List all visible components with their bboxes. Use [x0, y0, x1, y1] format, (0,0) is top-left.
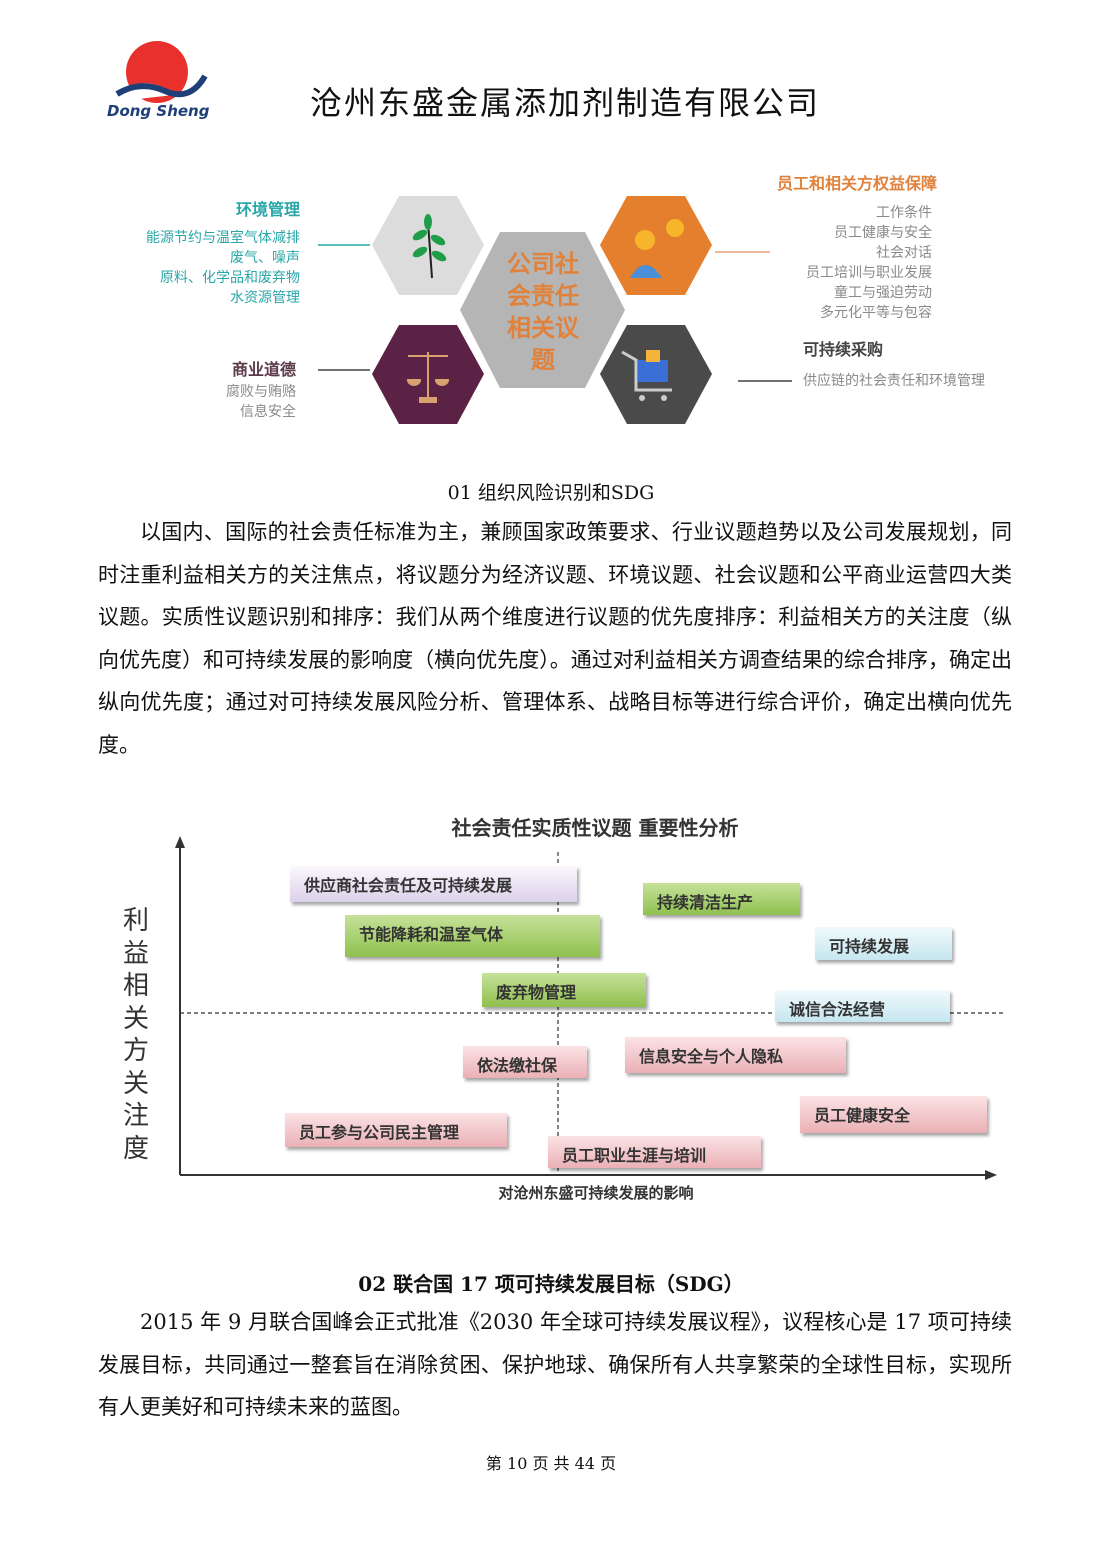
employee-item: 员工健康与安全 [834, 225, 932, 241]
materiality-matrix: 社会责任实质性议题 重要性分析 利 益 相 关 方 关 注 度 供应商社会责任及… [0, 800, 1102, 1220]
y-axis-label-char: 利 [123, 906, 150, 936]
employee-item: 工作条件 [876, 205, 932, 221]
center-title-line: 会责任 [507, 282, 579, 310]
center-title: 公司社 会责任 相关议 题 [493, 248, 593, 376]
y-axis-label-char: 注 [123, 1101, 150, 1131]
environment-hexagon [372, 196, 484, 295]
y-axis-label: 利 益 相 关 方 关 注 度 [123, 905, 149, 1165]
employee-item: 社会对话 [876, 245, 932, 261]
center-title-line: 题 [531, 346, 555, 374]
employee-item: 员工培训与职业发展 [806, 265, 932, 281]
environment-item: 废气、噪声 [230, 250, 300, 266]
matrix-item: 依法缴社保 [463, 1046, 587, 1078]
y-axis-label-char: 方 [123, 1036, 150, 1066]
center-title-line: 相关议 [507, 314, 579, 342]
figure-caption-1: 01 组织风险识别和SDG [447, 482, 655, 504]
y-axis-label-char: 度 [123, 1133, 150, 1164]
environment-item: 原料、化学品和废弃物 [160, 270, 300, 286]
environment-item: 水资源管理 [230, 290, 300, 306]
company-logo: Dong Sheng [105, 36, 215, 126]
y-axis-label-char: 关 [123, 1003, 150, 1034]
procurement-item: 供应链的社会责任和环境管理 [803, 373, 985, 389]
y-axis-label-char: 相 [123, 971, 150, 1001]
employee-title: 员工和相关方权益保障 [777, 174, 938, 193]
y-axis-label-char: 益 [123, 938, 150, 969]
section-heading-2: 02 联合国 17 项可持续发展目标（SDG） [358, 1272, 744, 1296]
matrix-item: 持续清洁生产 [643, 883, 800, 915]
center-hexagon [460, 232, 625, 388]
matrix-item: 诚信合法经营 [775, 990, 950, 1022]
matrix-item: 供应商社会责任及可持续发展 [290, 866, 577, 902]
center-title-line: 公司社 [507, 250, 579, 278]
employee-item: 多元化平等与包容 [820, 305, 932, 321]
y-axis-label-char: 关 [123, 1068, 150, 1099]
matrix-item: 员工参与公司民主管理 [285, 1113, 507, 1147]
matrix-item: 节能降耗和温室气体 [345, 915, 600, 957]
x-axis-arrow [985, 1170, 997, 1180]
paragraph-1: 以国内、国际的社会责任标准为主，兼顾国家政策要求、行业议题趋势以及公司发展规划，… [98, 520, 1012, 757]
shopping-cart-icon [621, 350, 672, 401]
environment-group: 环境管理 能源节约与温室气体减排 废气、噪声 原料、化学品和废弃物 水资源管理 [146, 198, 300, 308]
scale-icon [406, 352, 450, 403]
matrix-item: 废弃物管理 [482, 973, 646, 1007]
employee-icon [630, 219, 684, 278]
leaf-icon [412, 214, 447, 279]
matrix-title: 社会责任实质性议题 重要性分析 [451, 816, 739, 840]
employee-hexagon [600, 196, 712, 295]
employee-items: 工作条件 员工健康与安全 社会对话 员工培训与职业发展 童工与强迫劳动 多元化平… [806, 203, 932, 323]
matrix-item: 员工职业生涯与培训 [548, 1136, 761, 1168]
logo-text: Dong Sheng [107, 102, 210, 120]
ethics-group: 商业道德 腐败与贿赂 信息安全 [226, 358, 296, 422]
environment-title: 环境管理 [235, 200, 300, 219]
y-axis-arrow [175, 836, 185, 848]
matrix-item: 可持续发展 [815, 927, 952, 960]
procurement-title: 可持续采购 [803, 340, 884, 359]
csr-issues-diagram: 公司社 会责任 相关议 题 环境管理 能源节约与温室气体减排 废气、噪声 原料、… [0, 0, 1102, 440]
matrix-item: 信息安全与个人隐私 [625, 1037, 846, 1073]
employee-item: 童工与强迫劳动 [834, 285, 932, 301]
ethics-title: 商业道德 [231, 360, 296, 379]
page-footer: 第 10 页 共 44 页 [485, 1454, 617, 1473]
paragraph-2: 2015 年 9 月联合国峰会正式批准《2030 年全球可持续发展议程》，议程核… [98, 1310, 1012, 1420]
ethics-item: 信息安全 [240, 404, 296, 420]
company-title: 沧州东盛金属添加剂制造有限公司 [309, 84, 820, 122]
environment-item: 能源节约与温室气体减排 [146, 230, 300, 246]
x-axis-label: 对沧州东盛可持续发展的影响 [498, 1184, 694, 1202]
ethics-item: 腐败与贿赂 [226, 384, 296, 400]
matrix-item: 员工健康安全 [800, 1096, 987, 1133]
